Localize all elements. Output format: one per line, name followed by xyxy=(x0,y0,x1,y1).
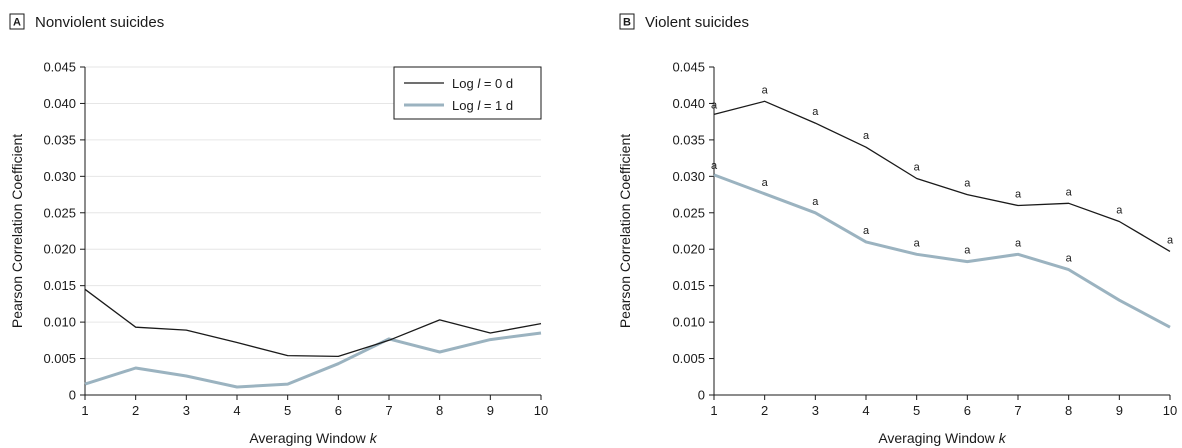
y-tick-label: 0.010 xyxy=(672,315,705,330)
y-tick-label: 0.045 xyxy=(43,60,76,75)
legend-label-lag1: Log l = 1 d xyxy=(452,98,513,113)
significance-marker: a xyxy=(1015,188,1022,200)
series-line-lag1 xyxy=(713,173,1171,329)
x-tick-label: 3 xyxy=(183,403,190,418)
x-tick-label: 9 xyxy=(487,403,494,418)
series-line-lag0 xyxy=(84,288,542,358)
significance-marker: a xyxy=(914,162,921,174)
x-tick-label: 9 xyxy=(1116,403,1123,418)
significance-marker: a xyxy=(863,225,870,237)
significance-marker: a xyxy=(711,99,718,111)
x-tick-label: 6 xyxy=(335,403,342,418)
y-tick-label: 0.035 xyxy=(43,132,76,147)
legend-label-lag0: Log l = 0 d xyxy=(452,76,513,91)
x-tick-label: 8 xyxy=(1065,403,1072,418)
significance-marker: a xyxy=(914,237,921,249)
significance-marker: a xyxy=(1066,253,1073,265)
y-tick-label: 0.015 xyxy=(43,278,76,293)
y-tick-label: 0.025 xyxy=(43,205,76,220)
x-tick-label: 10 xyxy=(534,403,548,418)
y-tick-label: 0.030 xyxy=(672,169,705,184)
x-tick-label: 5 xyxy=(284,403,291,418)
x-tick-label: 4 xyxy=(862,403,869,418)
significance-marker: a xyxy=(1066,186,1073,198)
y-tick-label: 0.015 xyxy=(672,278,705,293)
x-tick-label: 7 xyxy=(385,403,392,418)
y-tick-label: 0.010 xyxy=(43,315,76,330)
y-tick-label: 0 xyxy=(69,388,76,403)
significance-marker: a xyxy=(964,178,971,190)
panel-letter: B xyxy=(623,17,631,29)
x-tick-label: 6 xyxy=(964,403,971,418)
x-tick-label: 8 xyxy=(436,403,443,418)
panel-letter: A xyxy=(13,17,21,29)
legend-box xyxy=(393,66,542,120)
panel-letter-box xyxy=(9,13,25,30)
series-line-lag1 xyxy=(84,331,542,389)
y-tick-label: 0.030 xyxy=(43,169,76,184)
significance-marker: a xyxy=(711,160,718,172)
y-tick-label: 0 xyxy=(698,388,705,403)
x-tick-label: 1 xyxy=(710,403,717,418)
y-tick-label: 0.020 xyxy=(43,242,76,257)
x-tick-label: 10 xyxy=(1163,403,1177,418)
x-tick-label: 4 xyxy=(233,403,240,418)
chart-panel-b: B Violent suicides 0 0.005 0.010 0.015 0.020 0.… xyxy=(617,13,1177,446)
x-tick-label: 2 xyxy=(761,403,768,418)
significance-marker: a xyxy=(1116,205,1123,217)
series-line-lag0 xyxy=(713,100,1171,252)
y-axis-title: Pearson Correlation Coefficient xyxy=(617,134,633,328)
panel-title: Violent suicides xyxy=(645,14,749,31)
x-tick-label: 3 xyxy=(812,403,819,418)
panel-letter-box xyxy=(619,13,635,30)
chart-panel-a: A Nonviolent suicides 0 0.005 0.010 0.015 0.02… xyxy=(9,13,548,446)
y-tick-label: 0.035 xyxy=(672,132,705,147)
y-tick-label: 0.040 xyxy=(43,96,76,111)
significance-marker: a xyxy=(863,130,870,142)
significance-marker: a xyxy=(762,177,769,189)
x-tick-label: 7 xyxy=(1014,403,1021,418)
x-tick-label: 1 xyxy=(81,403,88,418)
significance-marker: a xyxy=(812,196,819,208)
panel-title: Nonviolent suicides xyxy=(35,14,164,31)
x-axis-title: Averaging Window k xyxy=(249,430,377,446)
significance-marker: a xyxy=(964,245,971,257)
x-tick-label: 2 xyxy=(132,403,139,418)
x-axis-title: Averaging Window k xyxy=(878,430,1006,446)
y-axis-title: Pearson Correlation Coefficient xyxy=(9,134,25,328)
significance-marker: a xyxy=(762,84,769,96)
y-tick-label: 0.040 xyxy=(672,96,705,111)
significance-marker: a xyxy=(1015,237,1022,249)
significance-marker: a xyxy=(1167,234,1174,246)
y-tick-label: 0.020 xyxy=(672,242,705,257)
y-tick-label: 0.005 xyxy=(43,351,76,366)
y-tick-label: 0.045 xyxy=(672,60,705,75)
y-tick-label: 0.005 xyxy=(672,351,705,366)
x-tick-label: 5 xyxy=(913,403,920,418)
y-tick-label: 0.025 xyxy=(672,205,705,220)
significance-marker: a xyxy=(812,106,819,118)
